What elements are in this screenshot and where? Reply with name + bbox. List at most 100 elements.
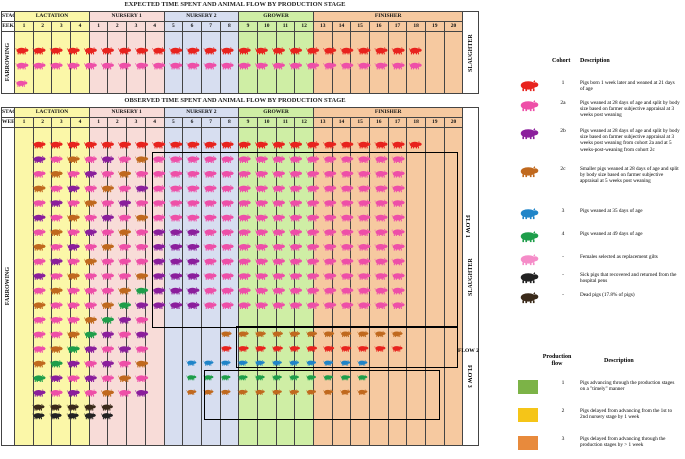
body-week-8 [163,31,184,94]
pig-icon [135,374,149,382]
pig-icon [32,287,46,295]
legend-flow-desc: Pigs delayed from advancing through the … [580,436,666,449]
body-week-17 [331,31,352,94]
pig-icon [357,184,371,193]
pig-icon [203,170,217,178]
pig-icon [357,155,371,163]
pig-icon [289,243,302,251]
body-week-22 [424,31,445,94]
pig-icon [220,374,231,381]
body-week-15 [294,31,314,94]
pig-icon [169,199,183,207]
pig-icon [289,389,299,395]
pig-icon [186,170,200,178]
pig-icon [340,243,354,251]
pig-icon [118,330,131,339]
farrowing-cell: FARROWING [0,31,16,94]
pig-icon [49,301,63,309]
pig-icon [254,214,268,222]
pig-icon [254,374,265,381]
body-week-16 [312,31,333,94]
flow1-label: FLOW 1 [464,215,470,238]
pig-icon [289,141,302,149]
body-week-23 [443,31,464,94]
pig-icon [220,170,234,178]
legend-cohort-desc: Sick pigs that recovered and returned fr… [580,272,677,285]
pig-icon [83,47,97,55]
pig-icon [203,287,217,295]
pig-icon [272,214,285,222]
pig-icon [118,199,131,207]
pig-icon [374,345,386,352]
pig-icon [203,272,217,280]
pig-icon [237,345,249,352]
pig-icon [237,155,251,163]
pig-icon [32,184,46,193]
pig-icon [83,170,97,178]
pig-icon [272,141,285,149]
pig-icon [135,155,149,163]
pig-icon [289,228,302,236]
pig-icon [186,214,200,222]
legend-flow-swatch [518,380,538,394]
pig-icon [135,47,149,55]
pig-icon [203,243,217,251]
pig-icon [169,287,183,295]
pig-icon [15,80,28,87]
pig-icon [83,257,97,266]
pig-icon [340,345,352,352]
pig-icon [340,301,354,309]
pig-icon [357,199,371,207]
pig-icon [271,374,282,381]
pig-icon [357,141,371,149]
pig-icon [49,360,63,368]
pig-icon [135,228,149,236]
pig-icon [520,208,539,220]
legend-cohort-code: 2c [560,166,566,172]
pig-icon [237,228,251,236]
pig-icon [272,257,285,266]
pig-icon [66,155,80,163]
pig-icon [254,360,265,366]
pig-icon [32,170,46,178]
pig-icon [357,257,371,266]
pig-icon [101,301,114,309]
pig-icon [152,62,166,70]
legend-cohort-code: - [562,254,564,260]
pig-icon [374,141,388,149]
pig-icon [357,272,371,280]
pig-icon [49,374,63,382]
pig-icon [135,389,149,397]
pig-icon [186,47,200,55]
pig-icon [66,412,79,420]
pig-icon [357,301,371,309]
pig-icon [49,330,63,339]
legend-cohort-header: Cohort [552,58,571,64]
pig-icon [237,141,251,149]
pig-icon [306,243,320,251]
pig-icon [272,155,285,163]
pig-icon [391,141,405,149]
pig-icon [118,301,131,309]
pig-icon [203,374,214,381]
pig-icon [101,243,114,251]
pig-icon [118,228,131,236]
legend-cohort-code: 1 [561,80,565,86]
pig-icon [203,257,217,266]
pig-icon [49,403,62,411]
pig-icon [66,184,80,193]
pig-icon [101,272,114,280]
pig-icon [323,389,334,395]
pig-icon [374,62,388,70]
pig-icon [169,170,183,178]
pig-icon [254,47,268,55]
pig-icon [135,345,149,353]
pig-icon [83,403,96,411]
pig-icon [357,47,371,55]
pig-icon [323,214,337,222]
body-week-11 [219,127,240,446]
body-week-2 [51,31,72,94]
pig-icon [220,360,231,366]
